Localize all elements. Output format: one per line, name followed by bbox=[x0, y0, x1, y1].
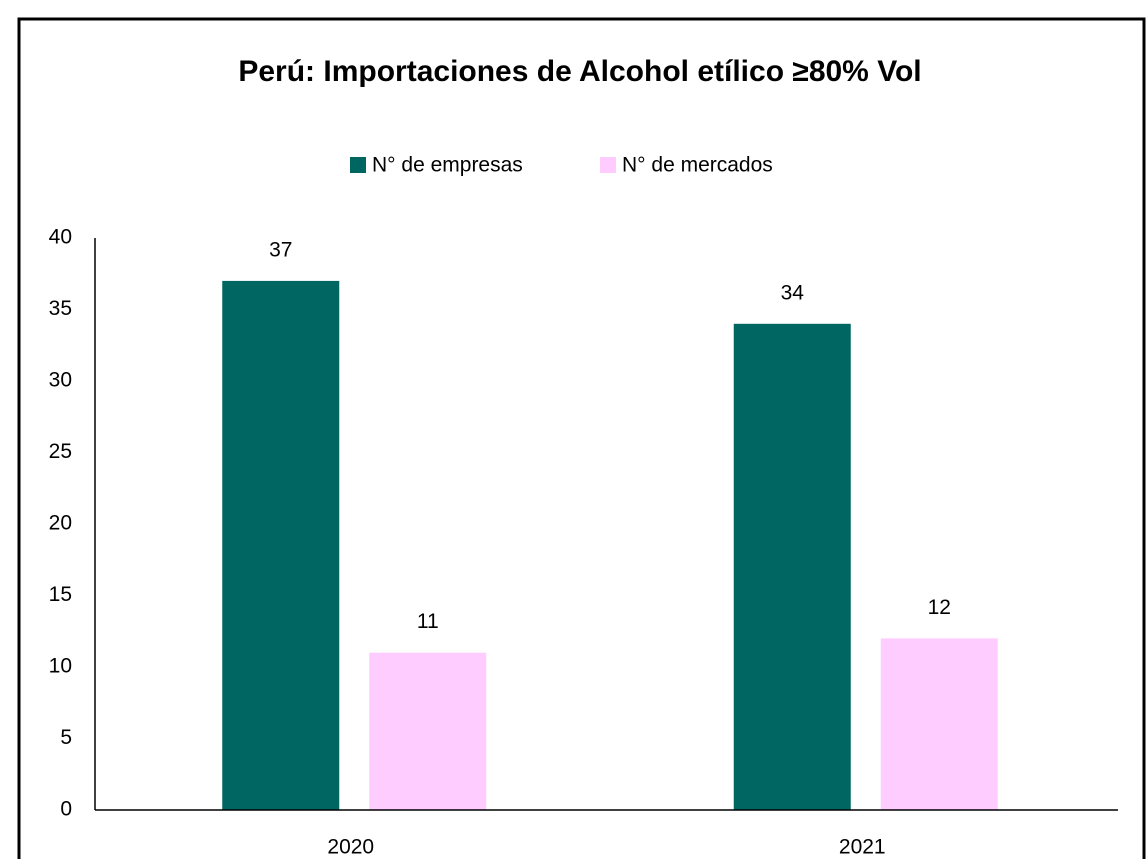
x-tick-label: 2020 bbox=[327, 836, 374, 859]
bar bbox=[733, 323, 851, 810]
y-tick-label: 40 bbox=[49, 226, 72, 249]
chart-title: Perú: Importaciones de Alcohol etílico ≥… bbox=[238, 55, 921, 88]
y-tick-label: 20 bbox=[49, 512, 72, 535]
x-tick-label: 2021 bbox=[839, 836, 886, 859]
y-tick-label: 5 bbox=[60, 726, 72, 749]
legend-label: N° de mercados bbox=[622, 154, 773, 177]
y-tick-label: 0 bbox=[60, 798, 72, 821]
bar bbox=[880, 638, 998, 810]
y-tick-label: 10 bbox=[49, 655, 72, 678]
bar bbox=[369, 652, 487, 810]
data-label: 37 bbox=[269, 238, 292, 261]
y-tick-label: 30 bbox=[49, 369, 72, 392]
y-tick-label: 35 bbox=[49, 297, 72, 320]
legend-label: N° de empresas bbox=[372, 154, 523, 177]
data-label: 12 bbox=[928, 596, 951, 619]
legend-swatch bbox=[350, 157, 366, 173]
y-tick-label: 25 bbox=[49, 440, 72, 463]
y-tick-label: 15 bbox=[49, 583, 72, 606]
data-label: 11 bbox=[417, 610, 439, 633]
legend-swatch bbox=[600, 157, 616, 173]
data-label: 34 bbox=[781, 281, 805, 304]
bar bbox=[222, 280, 340, 810]
